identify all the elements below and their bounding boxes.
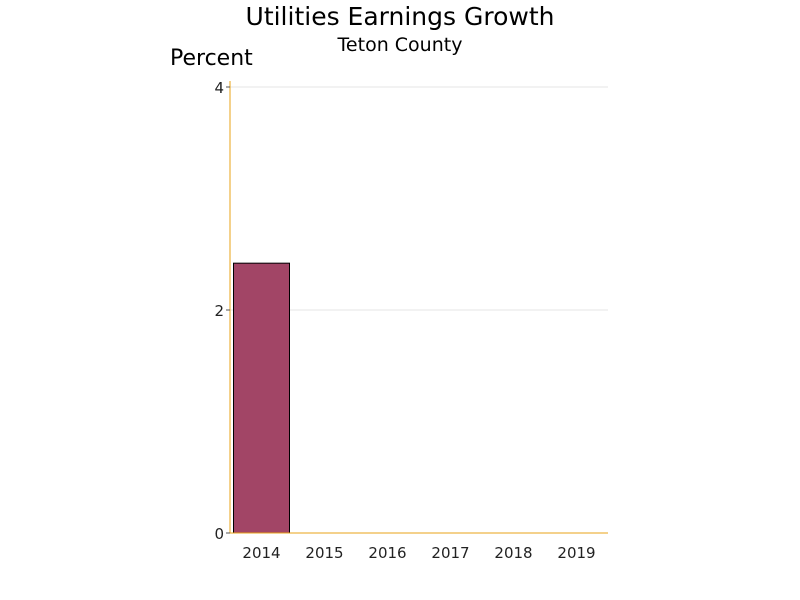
x-tick-label: 2017	[431, 544, 469, 562]
y-axis-label: Percent	[170, 46, 253, 71]
x-tick-label: 2014	[242, 544, 280, 562]
y-tick-label: 0	[214, 525, 224, 543]
y-tick-label: 2	[214, 302, 224, 320]
x-ticks: 2014 2015 2016 2017 2018 2019	[242, 544, 595, 562]
x-tick-label: 2016	[368, 544, 406, 562]
chart-subtitle: Teton County	[337, 34, 463, 56]
x-tick-label: 2018	[494, 544, 532, 562]
chart-title: Utilities Earnings Growth	[245, 2, 555, 31]
x-tick-label: 2015	[305, 544, 343, 562]
bars	[233, 262, 290, 534]
axes	[229, 81, 608, 534]
x-tick-label: 2019	[557, 544, 595, 562]
y-ticks: 0 2 4	[214, 79, 230, 543]
bar-2014	[233, 262, 290, 534]
grid-lines	[230, 86, 608, 311]
y-tick-label: 4	[214, 79, 224, 97]
